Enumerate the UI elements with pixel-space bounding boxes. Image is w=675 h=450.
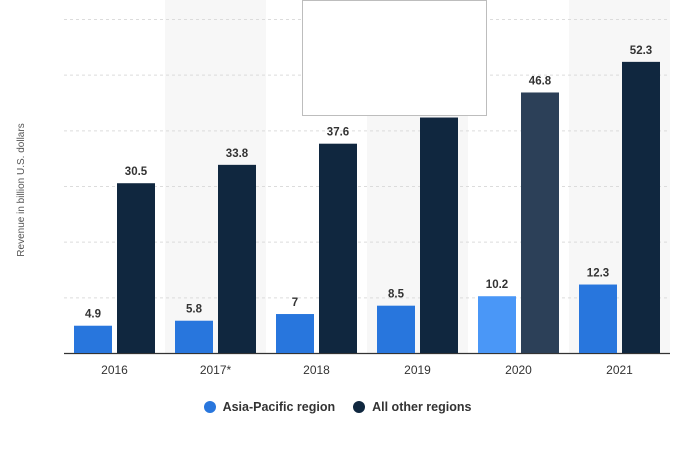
data-label-asia-pacific-2016: 4.9 [85,309,101,321]
tooltip-box [302,0,487,116]
x-tick-label-2020: 2020 [505,363,532,377]
data-label-asia-pacific-2019: 8.5 [388,289,405,301]
data-label-other-regions-2018: 37.6 [327,127,349,139]
data-label-other-regions-2016: 30.5 [125,166,148,178]
bar-asia-pacific-2018[interactable] [276,314,314,353]
bar-other-regions-2020[interactable] [521,92,559,353]
bar-asia-pacific-2021[interactable] [579,284,617,353]
data-label-asia-pacific-2020: 10.2 [486,279,508,291]
bar-other-regions-2021[interactable] [622,61,660,353]
data-label-other-regions-2020: 46.8 [529,75,552,87]
legend: Asia-Pacific region All other regions [0,400,675,414]
bar-asia-pacific-2020[interactable] [478,296,516,353]
y-axis-title: Revenue in billion U.S. dollars [16,123,27,256]
x-tick-label-2019: 2019 [404,363,431,377]
bar-asia-pacific-2019[interactable] [377,305,415,353]
data-labels: 4.9 30.5 5.8 33.8 7 37.6 8.5 10.2 46.8 12.3 52.3 [85,45,652,321]
legend-item-all-other-regions[interactable]: All other regions [353,400,471,414]
x-tick-label-2016: 2016 [101,363,128,377]
legend-item-asia-pacific[interactable]: Asia-Pacific region [203,400,336,414]
data-label-other-regions-2017: 33.8 [226,148,249,160]
bar-asia-pacific-2017[interactable] [175,320,213,353]
legend-label-all-other-regions: All other regions [372,400,472,414]
bar-other-regions-2018[interactable] [319,143,357,353]
x-axis-tick-labels: 2016 2017* 2018 2019 2020 2021 [101,363,633,377]
x-tick-label-2021: 2021 [606,363,633,377]
legend-dot-asia-pacific [203,401,216,413]
bar-asia-pacific-2016[interactable] [74,325,112,353]
bar-other-regions-2016[interactable] [117,183,155,353]
bar-other-regions-2019[interactable] [420,117,458,353]
x-tick-label-2018: 2018 [303,363,330,377]
bars [74,61,660,353]
bar-other-regions-2017[interactable] [218,164,256,353]
legend-label-asia-pacific: Asia-Pacific region [222,400,336,414]
data-label-asia-pacific-2017: 5.8 [186,304,203,316]
x-tick-label-2017: 2017* [200,363,232,377]
legend-dot-all-other-regions [353,401,366,413]
data-label-asia-pacific-2018: 7 [292,297,298,309]
data-label-other-regions-2021: 52.3 [630,45,652,57]
data-label-asia-pacific-2021: 12.3 [587,268,609,280]
